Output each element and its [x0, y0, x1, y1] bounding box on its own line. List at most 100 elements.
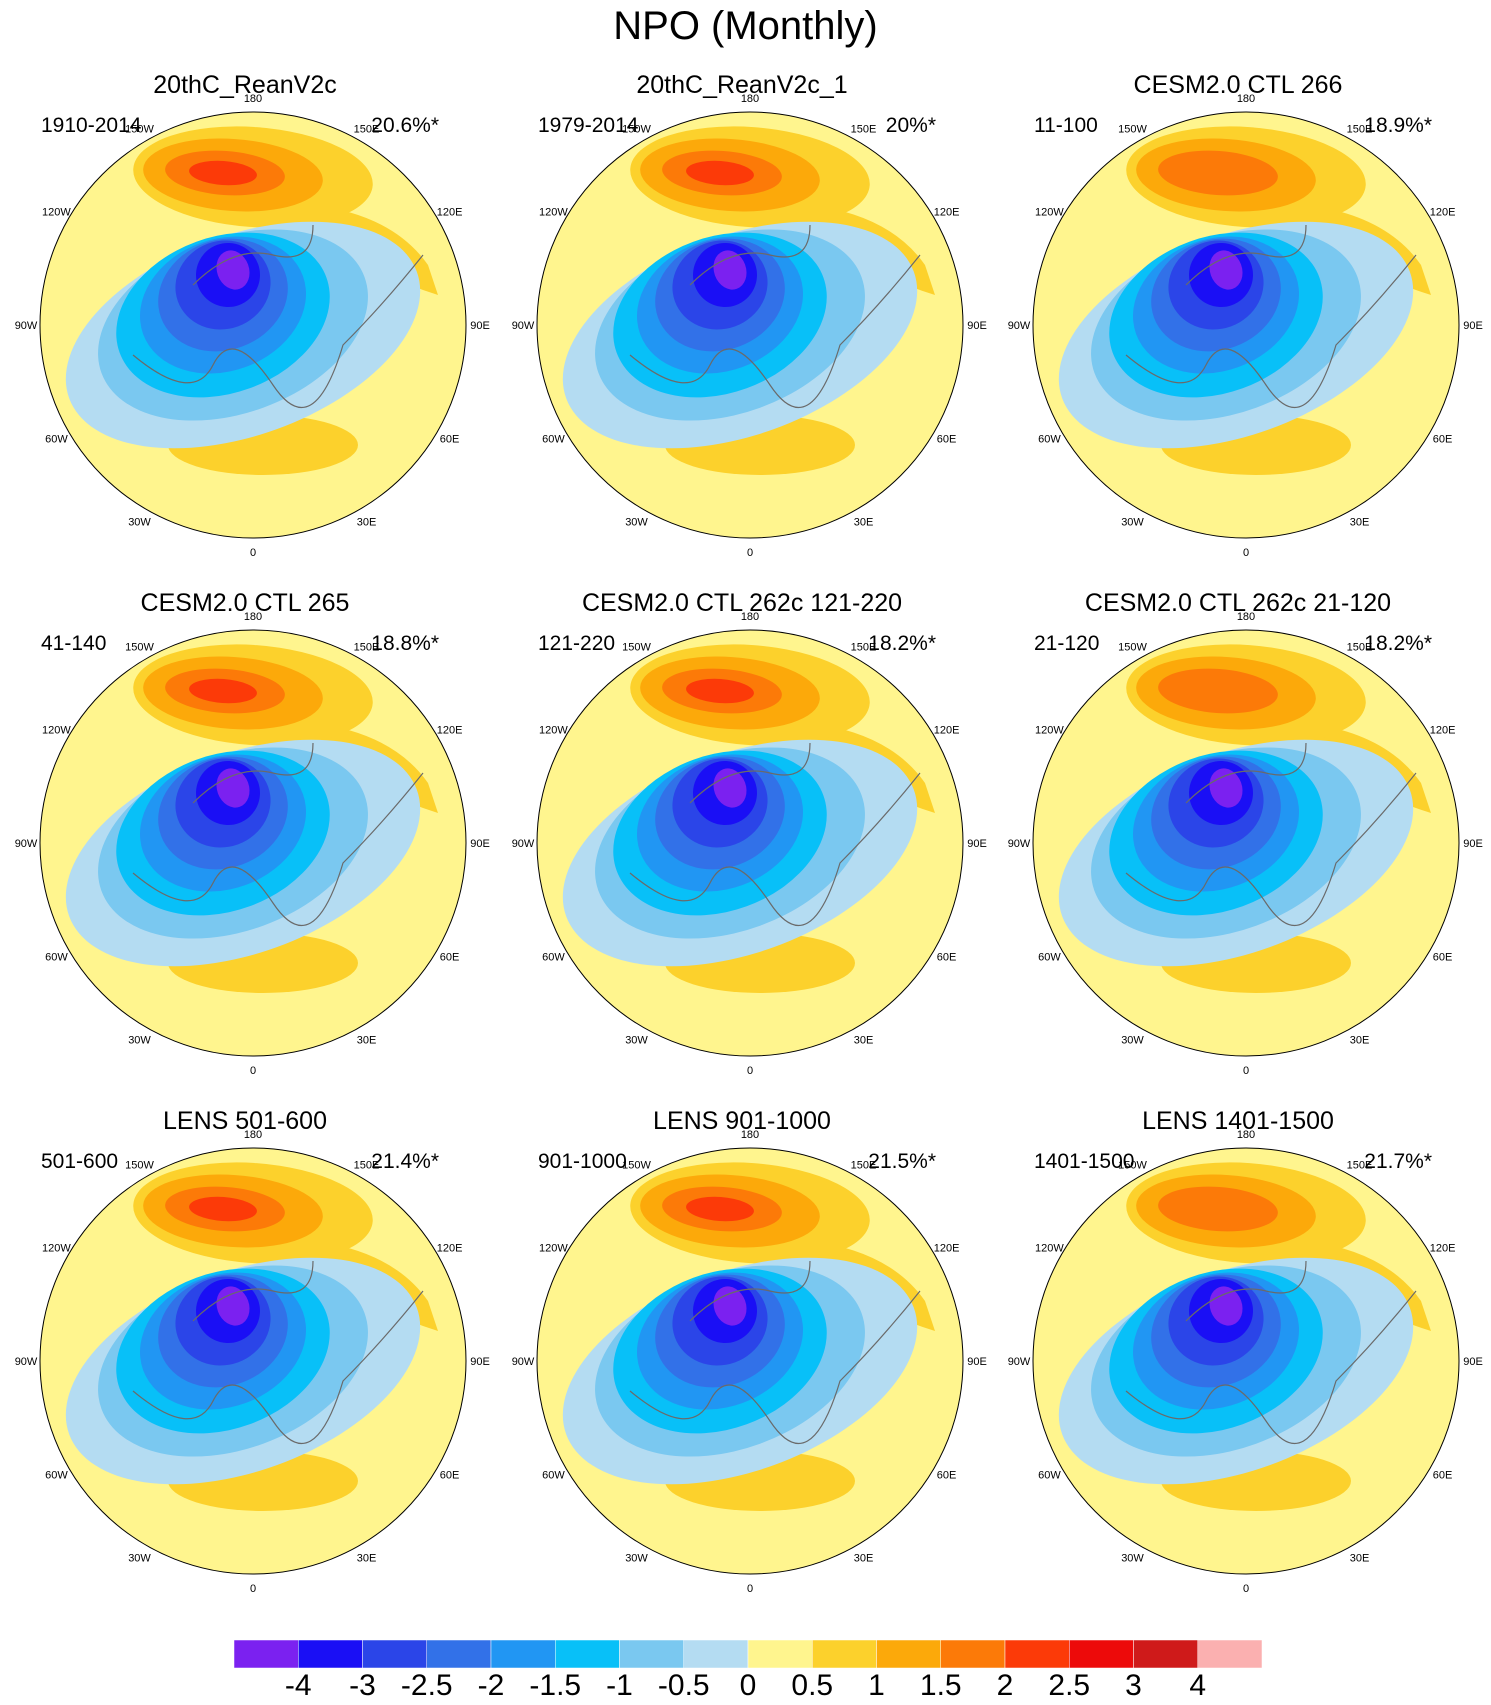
- longitude-label: 180: [244, 611, 262, 623]
- colorbar-swatch: [1197, 1640, 1262, 1668]
- map-boundary: [39, 111, 467, 539]
- panel-period: 1910-2014: [41, 114, 142, 137]
- longitude-label: 120W: [539, 1243, 568, 1255]
- coastline: [132, 772, 424, 927]
- longitude-label: 90E: [967, 320, 987, 332]
- panel-title: CESM2.0 CTL 265: [140, 589, 350, 617]
- colorbar-swatch: [490, 1640, 556, 1668]
- longitude-label: 90W: [512, 1356, 535, 1368]
- longitude-label: 150E: [1347, 1159, 1373, 1171]
- panel-variance: 21.5%*: [868, 1150, 936, 1173]
- contour-arctic-low: [1209, 768, 1243, 808]
- longitude-label: 180: [1237, 1129, 1255, 1141]
- longitude-label: 0: [250, 1583, 256, 1595]
- panel-period: 901-1000: [538, 1150, 627, 1173]
- longitude-label: 30E: [357, 517, 377, 529]
- contour-pacific-high: [1158, 668, 1278, 714]
- colorbar-tick-label: 4: [1189, 1669, 1207, 1702]
- longitude-label: 30W: [128, 1553, 151, 1565]
- longitude-label: 30E: [1350, 1553, 1370, 1565]
- polar-map: 180 150E 120E 90E 60E 30E 0 30W 60W 90W 120W 150W: [512, 93, 987, 559]
- longitude-label: 30E: [854, 1035, 874, 1047]
- panel-period: 501-600: [41, 1150, 119, 1173]
- map-panel: 180 150E 120E 90E 60E 30E 0 30W 60W 90W 120W 150W CE…: [15, 588, 490, 1088]
- coastline: [1125, 254, 1417, 409]
- colorbar-swatch: [1004, 1640, 1070, 1668]
- longitude-label: 90W: [512, 320, 535, 332]
- longitude-label: 30W: [128, 517, 151, 529]
- contour-arctic-low: [216, 1286, 250, 1326]
- longitude-label: 120W: [1035, 725, 1064, 737]
- panel-period: 1979-2014: [538, 114, 639, 137]
- longitude-label: 90E: [470, 1356, 490, 1368]
- longitude-label: 90W: [15, 1356, 38, 1368]
- longitude-label: 60W: [45, 1470, 68, 1482]
- contour-arctic-low: [216, 768, 250, 808]
- coastline: [192, 224, 314, 286]
- longitude-label: 90E: [1463, 320, 1483, 332]
- longitude-label: 90W: [15, 320, 38, 332]
- longitude-label: 180: [1237, 93, 1255, 105]
- contour-arctic-low: [216, 250, 250, 290]
- colorbar-labels: -4 -3 -2.5 -2 -1.5 -1 -0.5 0 0.5 1 1.5 2 2.5 3 4: [234, 1668, 1262, 1704]
- longitude-label: 30W: [1121, 517, 1144, 529]
- panel-title: CESM2.0 CTL 266: [1133, 71, 1343, 99]
- longitude-label: 150E: [1347, 123, 1373, 135]
- coastline: [1185, 224, 1307, 286]
- longitude-label: 180: [244, 1129, 262, 1141]
- panel-period: 1401-1500: [1034, 1150, 1135, 1173]
- longitude-label: 120E: [934, 725, 960, 737]
- contour-arctic-low: [713, 768, 747, 808]
- longitude-label: 60W: [45, 434, 68, 446]
- colorbar-tick-label: 0: [739, 1669, 757, 1702]
- contour-arctic-low: [713, 250, 747, 290]
- longitude-label: 150W: [622, 641, 651, 653]
- colorbar-tick-label: 1: [868, 1669, 885, 1702]
- contour-arctic-low: [1209, 250, 1243, 290]
- panel-variance: 18.2%*: [868, 632, 936, 655]
- colorbar-tick-label: -0.5: [657, 1669, 710, 1702]
- longitude-label: 90E: [1463, 1356, 1483, 1368]
- colorbar-swatch: [234, 1640, 299, 1668]
- contour-arctic-low: [713, 1286, 747, 1326]
- longitude-label: 60E: [440, 1470, 460, 1482]
- colorbar-swatch: [362, 1640, 427, 1668]
- longitude-label: 90E: [470, 320, 490, 332]
- longitude-label: 120E: [934, 1243, 960, 1255]
- map-boundary: [1032, 1147, 1460, 1575]
- longitude-label: 90E: [1463, 838, 1483, 850]
- longitude-label: 60E: [440, 952, 460, 964]
- map-boundary: [39, 1147, 467, 1575]
- map-panel: 180 150E 120E 90E 60E 30E 0 30W 60W 90W 120W 150W 20…: [15, 70, 490, 570]
- coastline: [192, 742, 314, 804]
- longitude-label: 120E: [437, 725, 463, 737]
- polar-map: 180 150E 120E 90E 60E 30E 0 30W 60W 90W 120W 150W: [1008, 611, 1483, 1077]
- longitude-label: 120W: [539, 725, 568, 737]
- longitude-label: 90W: [1008, 320, 1031, 332]
- longitude-label: 120W: [42, 207, 71, 219]
- longitude-label: 120W: [1035, 1243, 1064, 1255]
- longitude-label: 0: [747, 1583, 753, 1595]
- map-panel: 180 150E 120E 90E 60E 30E 0 30W 60W 90W 120W 150W CE…: [1008, 588, 1483, 1088]
- longitude-label: 60E: [440, 434, 460, 446]
- longitude-label: 30W: [625, 1553, 648, 1565]
- contour-pacific-high: [686, 678, 754, 704]
- coastline: [1185, 1260, 1307, 1322]
- longitude-label: 90W: [15, 838, 38, 850]
- colorbar-swatch: [683, 1640, 749, 1668]
- colorbar-tick-label: 3: [1125, 1669, 1142, 1702]
- longitude-label: 60E: [937, 1470, 957, 1482]
- longitude-label: 30W: [1121, 1553, 1144, 1565]
- longitude-label: 180: [741, 93, 759, 105]
- longitude-label: 0: [747, 1065, 753, 1077]
- map-panel: 180 150E 120E 90E 60E 30E 0 30W 60W 90W 120W 150W 20…: [512, 70, 987, 570]
- longitude-label: 30E: [854, 1553, 874, 1565]
- longitude-label: 180: [244, 93, 262, 105]
- colorbar-swatch: [619, 1640, 684, 1668]
- coastline: [629, 1290, 921, 1445]
- figure-title: NPO (Monthly): [613, 4, 878, 48]
- panel-period: 41-140: [41, 632, 107, 655]
- longitude-label: 150E: [851, 641, 877, 653]
- coastline: [629, 254, 921, 409]
- colorbar-svg: [234, 1640, 1262, 1668]
